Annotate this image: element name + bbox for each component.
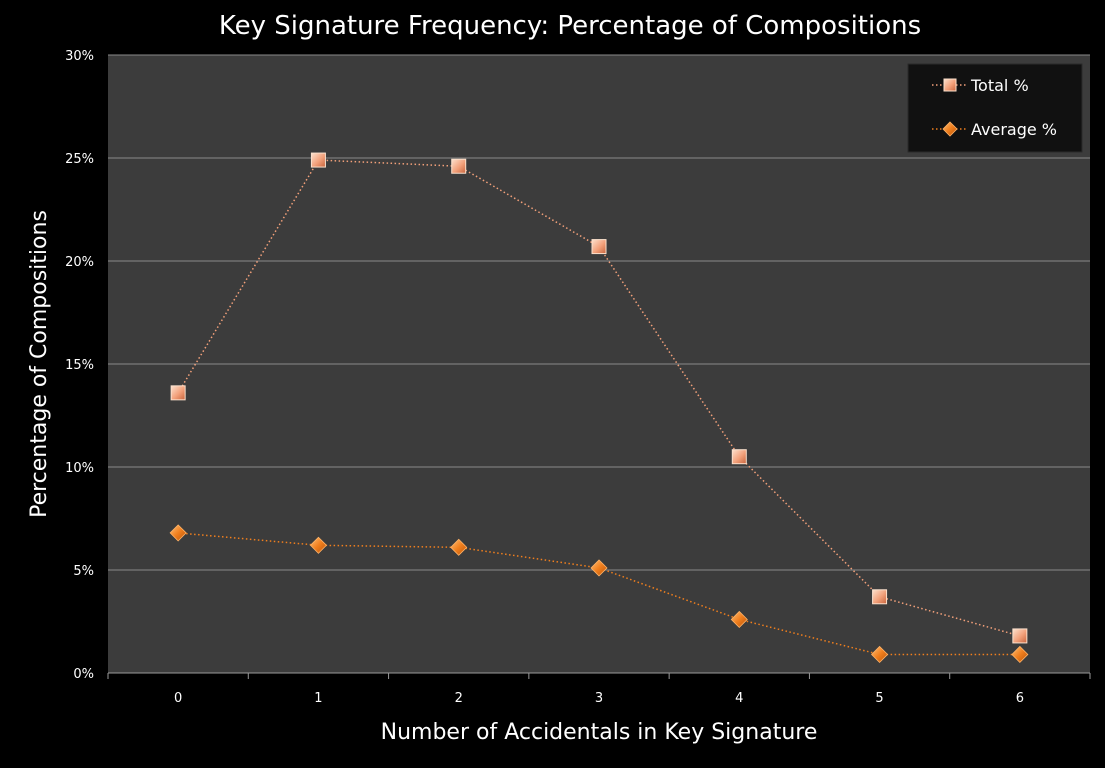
data-point-total [170,385,186,401]
gridlines [107,54,1091,679]
data-point-average [730,610,748,629]
legend-label-average: Average % [971,120,1057,139]
y-tick-labels: 0% 5% 10% 15% 20% 25% 30% [65,49,94,682]
data-point-total [872,589,888,605]
data-point-total [591,239,607,255]
legend-marker-total [943,78,957,92]
legend: Total % Average % [907,63,1083,153]
y-tick-label: 30% [65,49,94,64]
x-tick-label: 1 [314,691,322,706]
data-point-average [450,538,468,556]
y-tick-label: 5% [73,564,94,579]
data-point-average [309,536,327,554]
x-tick-label: 5 [875,691,883,706]
x-tick-label: 4 [735,691,743,706]
y-tick-label: 10% [65,461,94,476]
data-point-total [1012,628,1028,644]
x-tick-label: 6 [1016,691,1024,706]
legend-box [907,63,1083,153]
data-point-total [731,449,747,465]
x-tick-label: 2 [455,691,463,706]
y-tick-label: 25% [65,152,94,167]
x-axis-title: Number of Accidentals in Key Signature [381,720,818,745]
data-point-average [590,559,608,577]
data-point-total [451,158,467,174]
data-point-average [169,524,187,542]
chart-title: Key Signature Frequency: Percentage of C… [219,11,921,41]
y-tick-label: 20% [65,255,94,270]
y-tick-label: 15% [65,358,94,373]
data-point-average [871,645,889,664]
series-group [169,152,1029,664]
x-tick-labels: 0 1 2 3 4 5 6 [174,691,1024,706]
x-tick-label: 3 [595,691,603,706]
data-point-total [310,152,326,168]
y-axis-title: Percentage of Compositions [27,210,52,518]
y-tick-label: 0% [73,667,94,682]
legend-label-total: Total % [970,76,1029,95]
x-tick-label: 0 [174,691,182,706]
legend-marker-average [942,121,958,137]
data-point-average [1011,645,1029,664]
